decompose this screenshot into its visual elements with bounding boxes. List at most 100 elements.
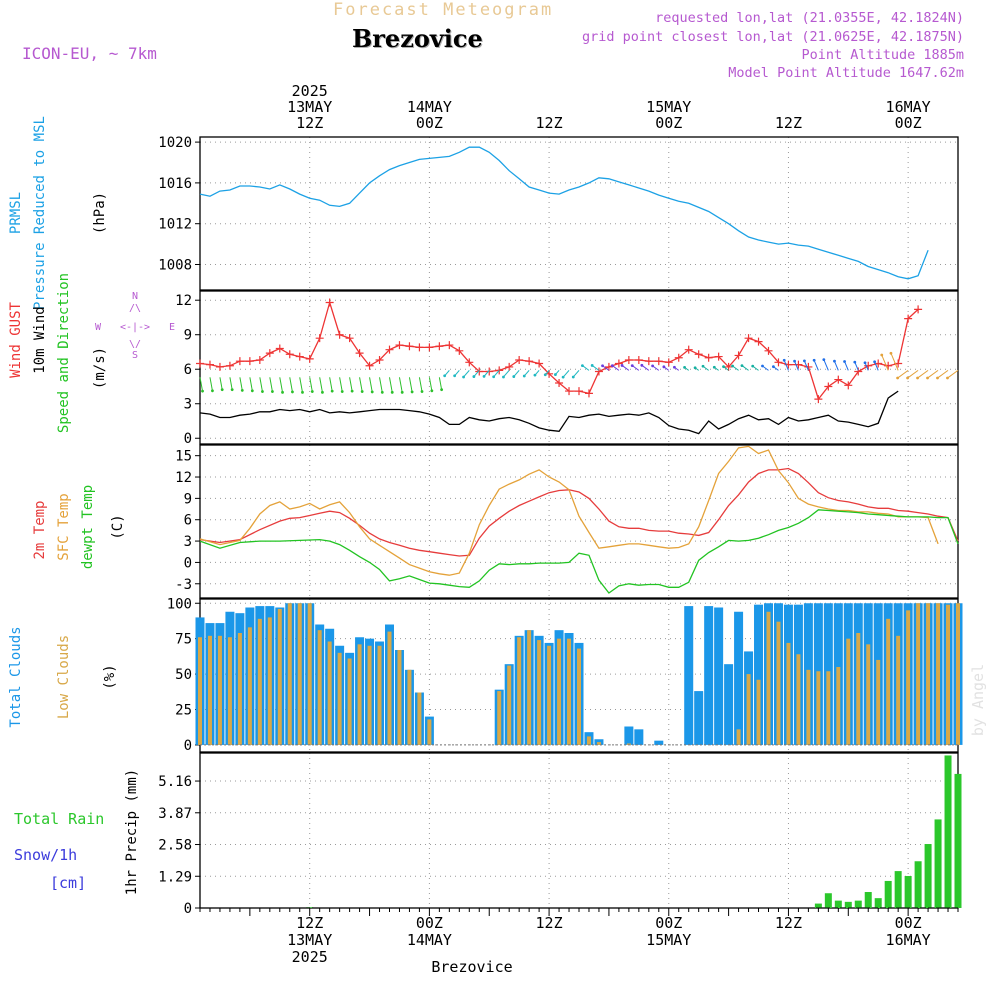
ytick-label-temp: 15 [175,449,192,465]
low-cloud-bar [806,669,811,745]
gust-marker [415,343,424,352]
low-cloud-bar [307,603,312,745]
gust-marker [225,361,234,370]
wind-arrow-head [873,360,877,364]
gust-marker [584,389,593,398]
top-time-label: 12Z [536,114,563,132]
gust-marker [824,382,833,391]
wind-arrow-head [761,364,764,368]
low-cloud-bar [517,637,522,745]
low-cloud-bar [547,645,552,745]
gust-marker [884,361,893,370]
compass-vbot: \/ [129,339,141,350]
low-cloud-bar [337,652,342,745]
wind-speed-line [199,390,899,435]
wind-arrow-head [340,390,344,393]
wind-direction-arrow [289,377,293,393]
wind-arrow-head [301,390,304,394]
wind-direction-arrow [897,369,909,379]
low-cloud-bar [247,627,252,745]
low-cloud-bar [946,604,951,745]
total-cloud-bar [714,607,724,745]
wind-arrow-head [580,364,584,367]
wind-arrow-head [926,376,929,380]
gust-marker [565,387,574,396]
low-cloud-bar [846,638,851,745]
wind-arrow-head [833,359,836,363]
wind-arrow-head [410,390,414,394]
pressure-title: PRMSL [8,192,24,234]
low-cloud-bar [207,635,212,745]
bottom-time-label: 2025 [292,948,328,966]
wind-arrow-head [782,358,786,362]
temp-line-dewpt-temp [199,509,959,594]
compass-vtop: /\ [129,303,141,314]
wind-direction-arrow [229,377,233,390]
wind-direction-arrow [438,377,443,390]
wind-direction-arrow [349,377,353,392]
top-time-label: 00Z [655,114,682,132]
gust-marker [335,330,344,339]
wind-subtitle: 10m Wind [32,306,48,373]
wind-arrow-head [554,373,557,376]
low-cloud-bar [287,603,292,745]
compass-w: W [95,322,102,333]
gust-marker [764,346,773,355]
rain-bar [924,844,932,908]
wind-arrow-head [701,364,705,368]
wind-direction-arrow [329,377,333,392]
wind-direction-arrow [833,360,839,371]
low-cloud-bar [577,648,581,745]
gust-marker [834,375,843,384]
wind-arrow-head [330,389,334,393]
wind-arrow-head [853,360,857,364]
wind-direction-arrow [823,359,829,371]
ytick-label-clouds: 75 [175,632,192,648]
low-cloud-bar [596,742,601,745]
gust-marker [305,354,314,363]
low-cloud-bar [796,654,801,745]
wind-direction-arrow [418,377,423,392]
wind-arrow-head [220,388,224,392]
ytick-label-pressure: 1016 [158,176,192,192]
watermark: by Angel [969,664,987,736]
rain-bar [844,901,852,908]
temp-subtitle2: dewpt Temp [80,485,96,569]
gust-marker [265,349,274,358]
rain-bar [814,903,822,908]
wind-arrow-head [571,375,575,379]
wind-direction-arrow [881,354,889,371]
wind-arrow-head [771,365,775,369]
low-cloud-bar [736,729,741,745]
wind-arrow-head [380,390,384,394]
wind-direction-arrow [874,361,879,371]
wind-arrow-head [512,375,516,378]
wind-direction-arrow [269,377,273,392]
precip-subtitle: Snow/1h [14,846,77,864]
ytick-label-clouds: 100 [167,596,192,612]
gust-marker [196,359,204,368]
wind-arrow-head [880,353,884,357]
gust-marker [365,361,374,370]
gust-marker [555,379,564,388]
gust-marker [275,344,284,353]
wind-direction-arrow [319,377,323,393]
gust-marker [455,346,464,355]
top-time-label: 00Z [895,114,922,132]
gust-marker [674,353,683,362]
gust-marker [644,357,653,366]
pressure-line [199,146,929,280]
wind-direction-arrow [369,377,373,393]
wind-arrow-head [350,389,354,393]
compass-n: N [132,291,138,302]
wind-arrow-head [271,390,274,393]
temp-line-sfc-temp [199,445,939,576]
wind-direction-arrow [398,377,403,393]
ytick-label-clouds: 50 [175,667,192,683]
wind-arrow-head [440,388,444,392]
bottom-time-label: 12Z [775,914,802,932]
gust-marker [734,351,743,360]
total-cloud-bar [754,604,764,745]
wind-arrow-head [492,375,496,379]
